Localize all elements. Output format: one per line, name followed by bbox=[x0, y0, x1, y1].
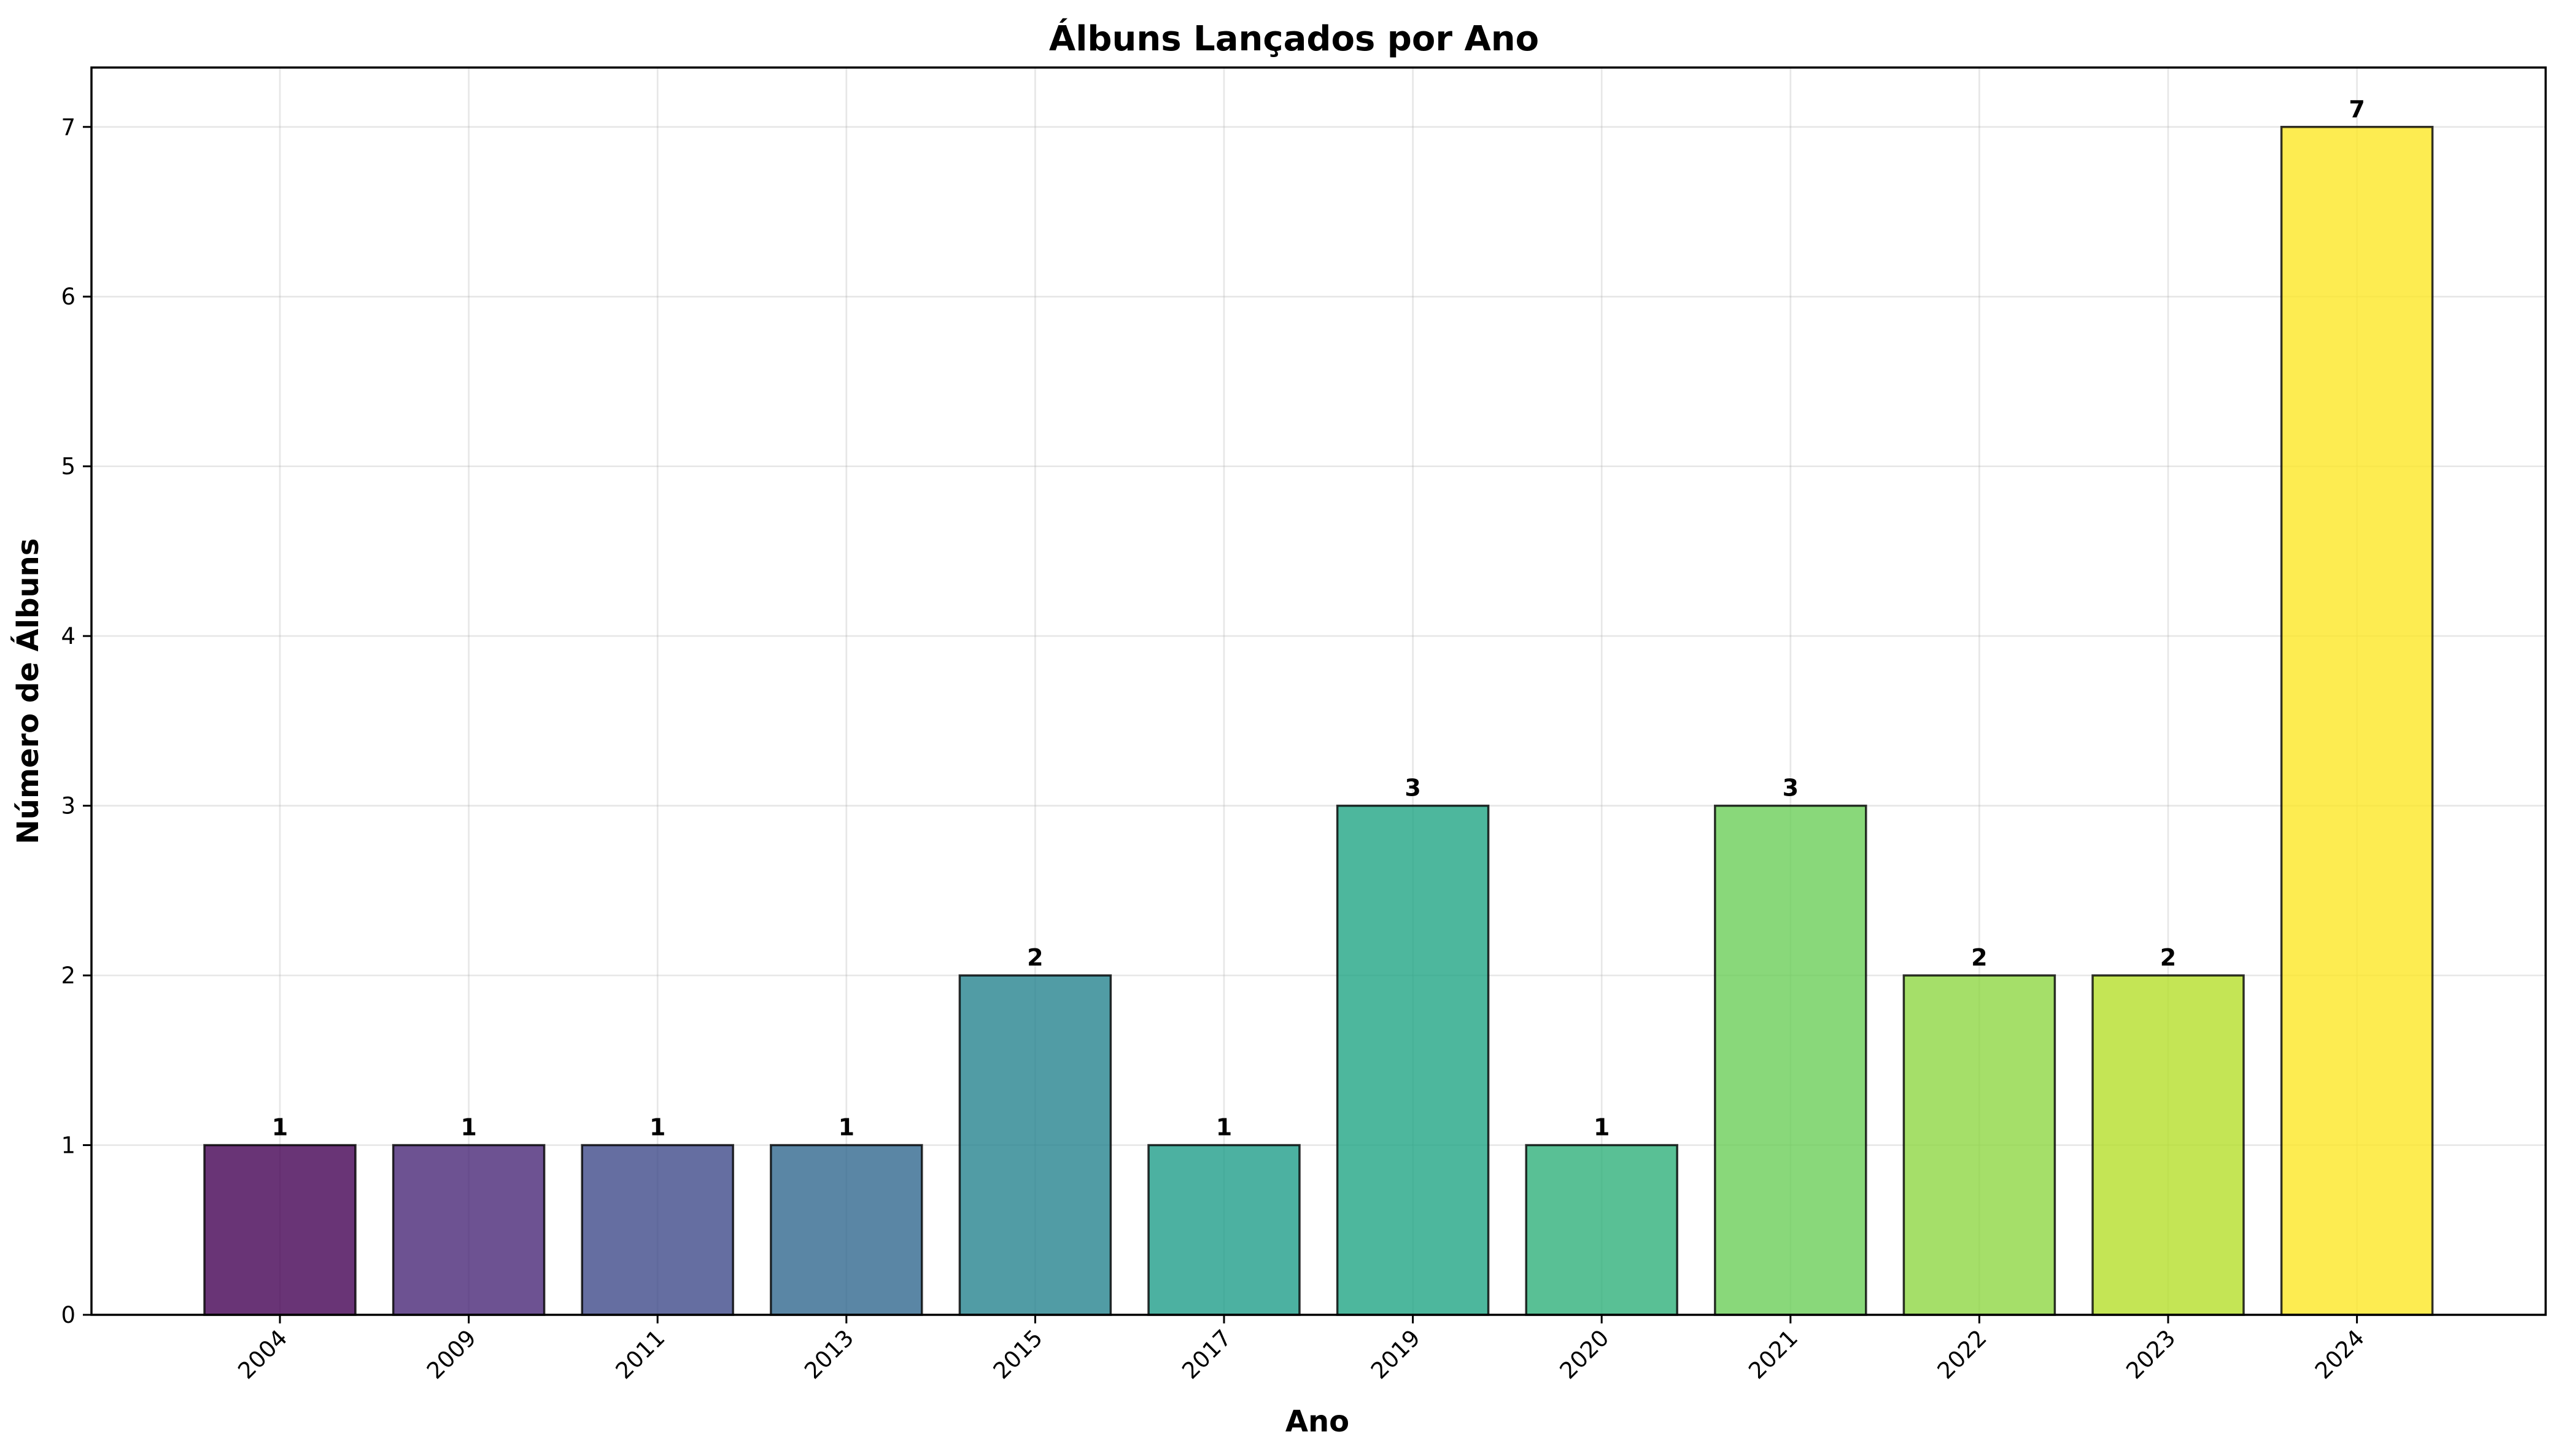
data-label-2023: 2 bbox=[2160, 944, 2176, 971]
x-tick-label-2017: 2017 bbox=[1177, 1325, 1236, 1384]
data-label-2024: 7 bbox=[2349, 96, 2365, 123]
plot-frame bbox=[90, 66, 2547, 1316]
x-tick-label-2013: 2013 bbox=[799, 1325, 859, 1384]
y-tick-label: 5 bbox=[61, 454, 76, 480]
y-tick-label: 1 bbox=[61, 1133, 76, 1159]
data-labels: 1 1 1 1 2 1 3 1 3 2 2 7 bbox=[272, 96, 2365, 1141]
x-tick-label-2020: 2020 bbox=[1555, 1325, 1614, 1384]
y-tick-label: 6 bbox=[61, 284, 76, 310]
bar-2024 bbox=[2280, 126, 2434, 1316]
y-tick-label: 3 bbox=[61, 793, 76, 819]
data-label-2015: 2 bbox=[1027, 944, 1043, 971]
data-label-2017: 1 bbox=[1216, 1114, 1232, 1141]
y-axis-label: Número de Álbuns bbox=[10, 538, 45, 845]
data-label-2020: 1 bbox=[1594, 1114, 1610, 1141]
grid-lines bbox=[91, 68, 2546, 1316]
bar-2019 bbox=[1336, 804, 1490, 1316]
y-tick-label: 4 bbox=[61, 623, 76, 649]
chart-title: Álbuns Lançados por Ano bbox=[1049, 19, 1539, 59]
y-tick-label: 7 bbox=[61, 114, 76, 141]
data-label-2022: 2 bbox=[1971, 944, 1987, 971]
data-label-2009: 1 bbox=[460, 1114, 476, 1141]
data-label-2013: 1 bbox=[839, 1114, 854, 1141]
x-tick-label-2023: 2023 bbox=[2121, 1325, 2180, 1384]
data-label-2011: 1 bbox=[649, 1114, 665, 1141]
x-tick-label-2022: 2022 bbox=[1932, 1325, 1992, 1384]
bar-2011 bbox=[581, 1144, 734, 1316]
x-tick-label-2015: 2015 bbox=[988, 1325, 1048, 1384]
bar-2004 bbox=[203, 1144, 357, 1316]
bar-2020 bbox=[1525, 1144, 1678, 1316]
data-label-2021: 3 bbox=[1783, 775, 1799, 802]
bar-2023 bbox=[2091, 974, 2245, 1316]
y-tick-label: 2 bbox=[61, 962, 76, 989]
x-tick-label-2024: 2024 bbox=[2310, 1325, 2369, 1384]
bar-2013 bbox=[770, 1144, 923, 1316]
bar-2017 bbox=[1147, 1144, 1301, 1316]
x-tick-label-2011: 2011 bbox=[611, 1325, 670, 1384]
bars bbox=[203, 126, 2434, 1316]
data-label-2019: 3 bbox=[1404, 775, 1420, 802]
bar-2015 bbox=[958, 974, 1112, 1316]
bar-2022 bbox=[1902, 974, 2056, 1316]
x-axis-label: Ano bbox=[1285, 1404, 1349, 1439]
x-tick-label-2004: 2004 bbox=[233, 1325, 292, 1384]
x-tick-label-2021: 2021 bbox=[1743, 1325, 1803, 1384]
x-tick-label-2009: 2009 bbox=[422, 1325, 481, 1384]
data-label-2004: 1 bbox=[272, 1114, 288, 1141]
bar-2009 bbox=[392, 1144, 546, 1316]
x-tick-label-2019: 2019 bbox=[1366, 1325, 1425, 1384]
y-tick-label: 0 bbox=[61, 1302, 76, 1328]
bar-2021 bbox=[1714, 804, 1867, 1316]
